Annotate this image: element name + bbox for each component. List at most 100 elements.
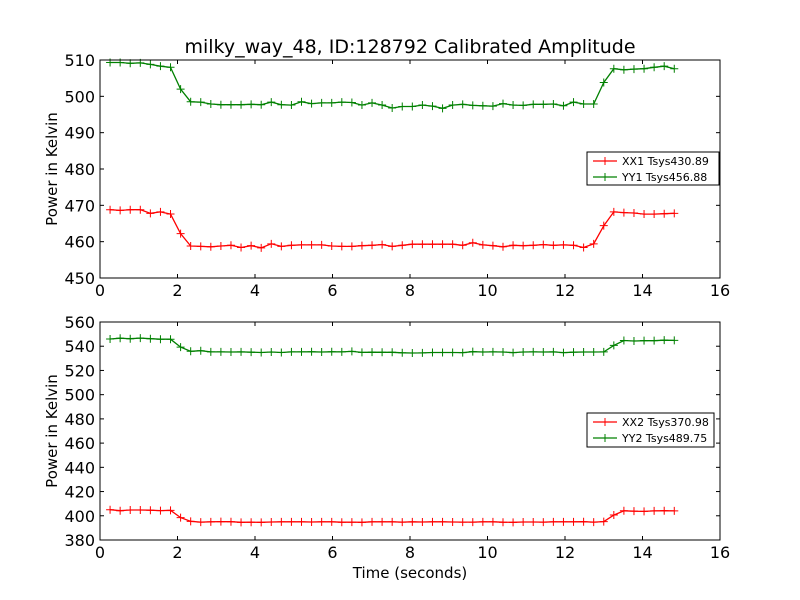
bottom-y-tick-label: 460 (64, 434, 95, 453)
bottom-data-point (206, 517, 215, 526)
top-data-point (660, 62, 669, 71)
bottom-data-point (559, 517, 568, 526)
top-data-point (619, 208, 628, 217)
bottom-data-point (408, 517, 417, 526)
bottom-data-point (660, 506, 669, 515)
bottom-data-point (327, 517, 336, 526)
top-data-point (146, 60, 155, 69)
top-data-point (458, 100, 467, 109)
top-data-point (126, 59, 135, 68)
top-data-point (247, 100, 256, 109)
top-data-point (327, 242, 336, 251)
bottom-x-tick-label: 12 (555, 543, 575, 562)
bottom-data-point (267, 348, 276, 357)
bottom-data-point (176, 513, 185, 522)
top-series-line-1 (110, 209, 675, 249)
top-data-point (438, 104, 447, 113)
top-data-point (166, 210, 175, 219)
top-data-point (398, 241, 407, 250)
bottom-data-point (116, 334, 125, 343)
top-data-point (388, 242, 397, 251)
top-chart-title: milky_way_48, ID:128792 Calibrated Ampli… (184, 36, 635, 58)
top-data-point (357, 241, 366, 250)
bottom-data-point (297, 347, 306, 356)
bottom-y-tick-label: 400 (64, 507, 95, 526)
bottom-data-point (307, 517, 316, 526)
top-data-point (136, 205, 145, 214)
bottom-y-tick-label: 540 (64, 337, 95, 356)
top-data-point (650, 210, 659, 219)
bottom-data-point (216, 347, 225, 356)
bottom-data-point (539, 518, 548, 527)
bottom-data-point (237, 518, 246, 527)
bottom-legend-label: YY2 Tsys489.75 (621, 432, 707, 445)
top-data-point (216, 242, 225, 251)
top-x-tick-label: 6 (327, 281, 337, 300)
top-data-point (317, 98, 326, 107)
bottom-data-point (569, 348, 578, 357)
top-data-point (569, 241, 578, 250)
bottom-data-point (327, 347, 336, 356)
top-data-point (186, 242, 195, 251)
top-data-point (589, 239, 598, 248)
top-x-tick-label: 2 (172, 281, 182, 300)
top-data-point (388, 103, 397, 112)
top-data-point (448, 240, 457, 249)
bottom-data-point (589, 518, 598, 527)
top-data-point (579, 243, 588, 252)
bottom-data-point (660, 336, 669, 345)
top-data-point (458, 241, 467, 250)
bottom-data-point (488, 517, 497, 526)
bottom-data-point (468, 347, 477, 356)
bottom-data-point (136, 505, 145, 514)
top-data-point (589, 99, 598, 108)
bottom-data-point (378, 348, 387, 357)
top-data-point (106, 205, 115, 214)
top-data-point (640, 64, 649, 73)
top-data-point (488, 241, 497, 250)
top-data-point (670, 209, 679, 218)
bottom-data-point (297, 517, 306, 526)
bottom-data-point (156, 506, 165, 515)
bottom-data-point (499, 518, 507, 527)
bottom-data-point (529, 517, 538, 526)
top-x-tick-label: 0 (95, 281, 105, 300)
top-data-point (650, 63, 659, 72)
bottom-data-point (277, 517, 286, 526)
bottom-data-point (287, 517, 296, 526)
top-y-tick-label: 450 (64, 269, 95, 288)
top-data-point (378, 240, 387, 249)
bottom-y-tick-label: 500 (64, 386, 95, 405)
top-data-point (448, 101, 457, 110)
bottom-y-tick-label: 420 (64, 483, 95, 502)
top-data-point (156, 62, 165, 71)
top-data-point (368, 241, 377, 250)
bottom-data-point (398, 518, 407, 527)
bottom-x-tick-label: 4 (250, 543, 260, 562)
bottom-data-point (519, 348, 528, 357)
bottom-data-point (448, 348, 457, 357)
bottom-data-point (478, 348, 487, 357)
top-data-point (529, 100, 538, 109)
top-data-point (307, 99, 316, 108)
top-data-point (196, 98, 205, 107)
bottom-data-point (670, 336, 679, 345)
bottom-data-point (146, 506, 155, 515)
top-x-tick-label: 10 (477, 281, 497, 300)
top-data-point (357, 101, 366, 110)
bottom-data-point (599, 347, 608, 356)
bottom-y-axis-label: Power in Kelvin (43, 374, 61, 488)
top-data-point (156, 207, 165, 216)
bottom-data-point (368, 348, 377, 357)
bottom-y-tick-label: 480 (64, 410, 95, 429)
bottom-data-point (337, 347, 346, 356)
top-data-point (277, 100, 286, 109)
bottom-data-point (307, 347, 316, 356)
top-x-tick-label: 16 (710, 281, 730, 300)
bottom-chart-x-axis-label: Time (seconds) (352, 564, 468, 582)
bottom-data-point (216, 517, 225, 526)
bottom-data-point (277, 348, 286, 357)
top-data-point (226, 100, 235, 109)
top-data-point (206, 99, 215, 108)
